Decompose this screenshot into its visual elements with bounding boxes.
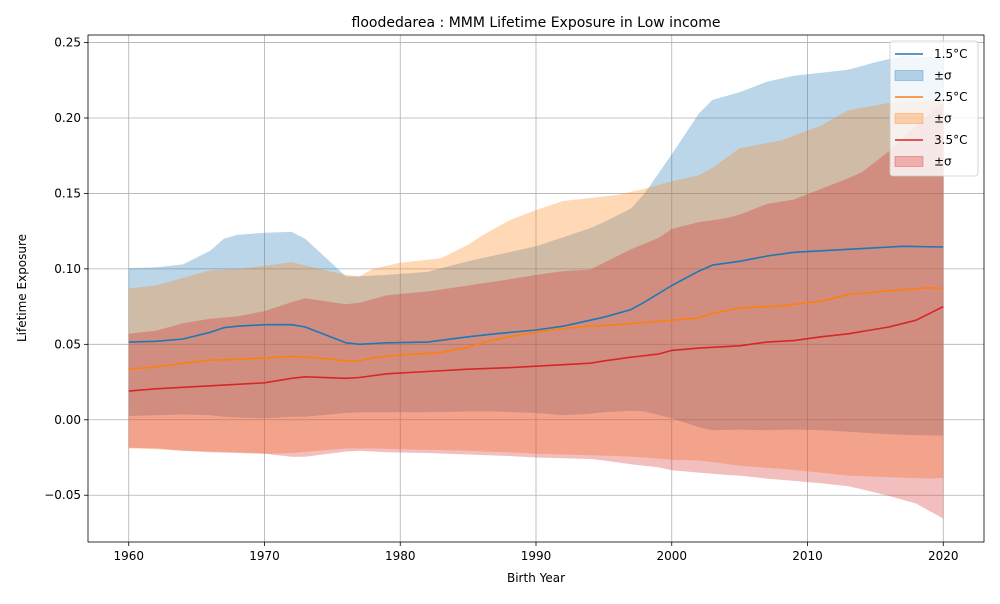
legend-label: 2.5°C <box>934 90 967 104</box>
x-tick-label: 1980 <box>385 549 416 563</box>
x-tick-label: 2010 <box>792 549 823 563</box>
legend-label: 1.5°C <box>934 47 967 61</box>
legend-label: 3.5°C <box>934 133 967 147</box>
x-tick-label: 1960 <box>113 549 144 563</box>
line-2-5c <box>128 286 944 370</box>
legend-swatch-band <box>894 156 924 167</box>
band-3-5c <box>128 102 944 519</box>
chart-title: floodedarea : MMM Lifetime Exposure in L… <box>352 15 721 31</box>
legend-swatch-band <box>894 70 924 81</box>
legend-label: ±σ <box>934 155 952 169</box>
legend-box <box>889 40 979 177</box>
y-axis-label: Lifetime Exposure <box>15 234 29 342</box>
grid <box>88 35 984 542</box>
y-tick-label: 0.10 <box>54 262 81 276</box>
y-tick-label: −0.05 <box>44 488 81 502</box>
series-lines <box>128 245 944 392</box>
y-tick-label: 0.00 <box>54 413 81 427</box>
axis-ticks: 1960 1970 1980 1990 2000 2010 2020 −0.05 0.00 0.0… <box>44 36 958 563</box>
x-axis-label: Birth Year <box>507 571 565 585</box>
line-1-5c <box>128 245 944 346</box>
y-tick-label: 0.15 <box>54 186 81 200</box>
y-tick-label: 0.25 <box>54 36 81 50</box>
x-tick-label: 1990 <box>521 549 552 563</box>
x-tick-label: 2000 <box>656 549 687 563</box>
band-1-5c <box>128 56 944 436</box>
legend-label: ±σ <box>934 69 952 83</box>
x-tick-label: 2020 <box>928 549 959 563</box>
y-tick-label: 0.20 <box>54 111 81 125</box>
legend: 1.5°C ±σ 2.5°C ±σ 3.5°C ±σ <box>889 40 979 177</box>
x-tick-label: 1970 <box>249 549 280 563</box>
y-tick-label: 0.05 <box>54 337 81 351</box>
error-bands <box>128 56 944 519</box>
line-3-5c <box>128 305 944 392</box>
legend-label: ±σ <box>934 112 952 126</box>
band-2-5c <box>128 98 944 479</box>
legend-swatch-band <box>894 113 924 124</box>
